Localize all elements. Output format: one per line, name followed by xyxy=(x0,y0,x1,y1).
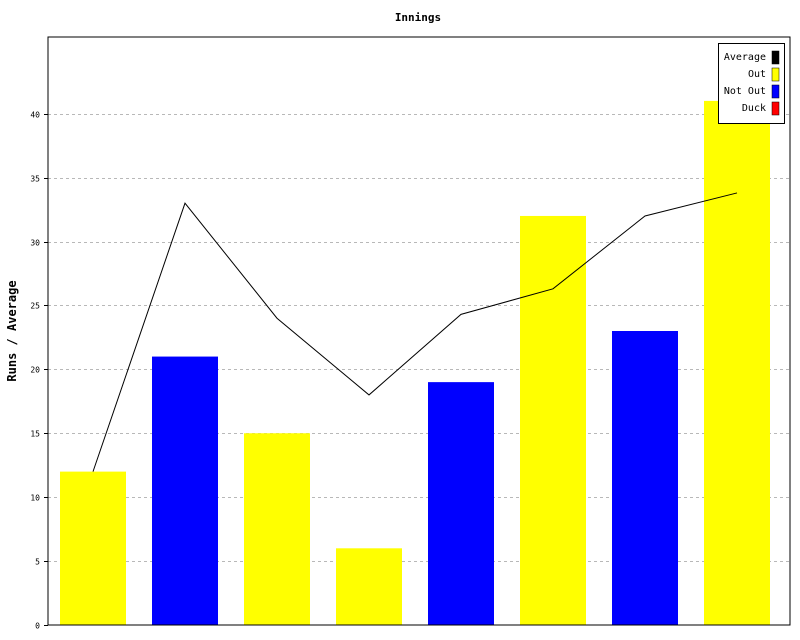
legend-swatch xyxy=(771,84,780,99)
bar-2 xyxy=(152,356,218,625)
bars xyxy=(60,100,770,626)
y-tick-label: 0 xyxy=(35,622,40,631)
y-axis-ticks: 0 5 10 15 20 25 30 35 40 xyxy=(30,111,48,631)
legend-label: Duck xyxy=(742,103,766,114)
chart-title: Innings xyxy=(395,11,441,24)
y-tick-label: 20 xyxy=(30,366,40,375)
bar-1 xyxy=(60,471,126,625)
y-tick-label: 25 xyxy=(30,302,40,311)
bar-3 xyxy=(244,433,310,625)
y-tick-label: 5 xyxy=(35,558,40,567)
y-tick-label: 10 xyxy=(30,494,40,503)
bar-8 xyxy=(704,100,770,626)
bar-5 xyxy=(428,382,494,625)
y-tick-label: 35 xyxy=(30,175,40,184)
legend-label: Average xyxy=(724,52,766,63)
legend-swatch xyxy=(771,101,780,116)
legend-swatch xyxy=(771,67,780,82)
plot-frame xyxy=(47,36,791,626)
y-tick-label: 40 xyxy=(30,111,40,120)
average-line xyxy=(92,192,738,472)
average-line-group xyxy=(92,192,738,472)
legend: Average Out Not Out Duck xyxy=(718,43,785,124)
legend-label: Out xyxy=(748,69,766,80)
bar-4 xyxy=(336,548,402,625)
y-tick-label: 30 xyxy=(30,239,40,248)
bar-6 xyxy=(520,215,586,625)
y-tick-label: 15 xyxy=(30,430,40,439)
legend-label: Not Out xyxy=(724,86,766,97)
y-axis-label: Runs / Average xyxy=(5,280,19,381)
legend-swatch xyxy=(771,50,780,65)
bar-7 xyxy=(612,331,678,625)
